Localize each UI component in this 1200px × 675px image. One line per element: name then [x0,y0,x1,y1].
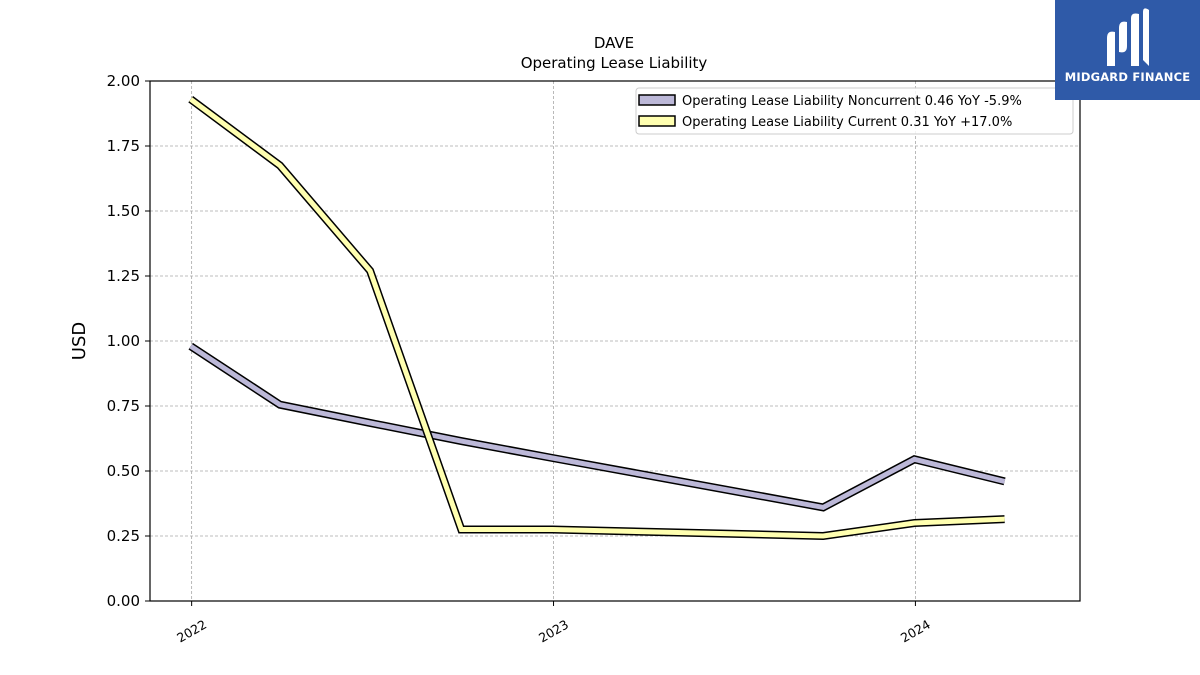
series-1 [188,95,1005,541]
data-point [370,270,371,271]
y-tick-label: 0.75 [107,397,140,415]
data-point [552,529,553,530]
series-line [189,344,1006,511]
y-tick-label: 2.00 [107,72,140,90]
chart-title: DAVE [594,34,634,52]
series-layer [188,95,1006,541]
data-point [823,535,824,536]
y-tick-label: 0.50 [107,462,140,480]
legend-swatch [638,115,676,127]
x-tick-label: 2024 [898,617,933,646]
data-point [279,165,280,166]
legend-label: Operating Lease Liability Noncurrent 0.4… [682,94,1022,109]
chart-subtitle: Operating Lease Liability [521,54,708,72]
data-point [190,99,191,100]
data-point [190,346,191,347]
data-point [914,522,915,523]
series-line-outline [188,95,1005,541]
data-point [1004,481,1005,482]
legend-box [635,87,1074,135]
x-tick-label: 2023 [536,617,571,646]
data-point [461,441,462,442]
y-axis-label: USD [69,322,90,360]
series-line-outline [188,342,1006,512]
series-line [189,97,1005,539]
logo-text: MIDGARD FINANCE [1064,70,1191,84]
legend: Operating Lease Liability Noncurrent 0.4… [635,87,1074,135]
data-point [461,529,462,530]
midgard-finance-logo-icon [1107,8,1149,67]
y-tick-label: 0.00 [107,592,140,610]
legend-label: Operating Lease Liability Current 0.31 Y… [682,115,1012,130]
series-0 [188,342,1006,512]
y-tick-label: 1.50 [107,202,140,220]
x-axis: 2022 2023 2024 [174,601,933,646]
y-tick-label: 1.25 [107,267,140,285]
data-point [279,404,280,405]
data-point [1004,519,1005,520]
data-point [914,459,915,460]
data-point [823,507,824,508]
y-axis: 0.00 0.25 0.50 0.75 1.00 1.25 1.50 1.75 2.00 [107,72,150,610]
legend-swatch [638,94,676,106]
y-tick-label: 1.75 [107,137,140,155]
x-tick-label: 2022 [174,617,209,646]
y-tick-label: 0.25 [107,527,140,545]
data-point [370,422,371,423]
y-tick-label: 1.00 [107,332,140,350]
data-point [552,457,553,458]
logo: MIDGARD FINANCE [1055,0,1200,100]
